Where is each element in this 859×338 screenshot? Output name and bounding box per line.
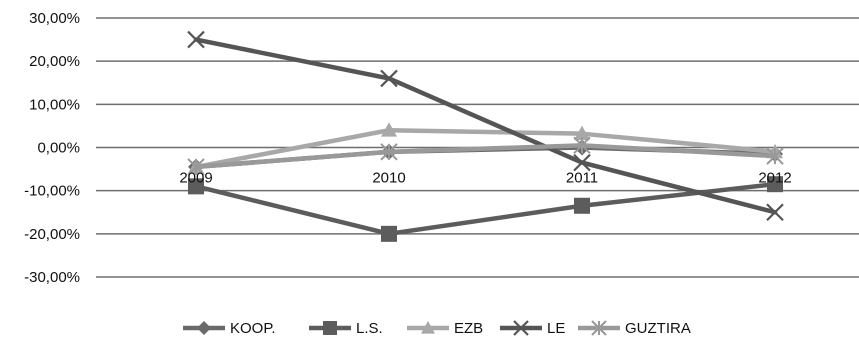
data-point-square [323,321,337,335]
series-le [187,30,784,222]
x-axis-category-labels: 2009 2010 2011 2012 [179,170,791,187]
data-point-x [187,30,205,49]
data-point-triangle [574,125,590,141]
x-category-label: 2011 [566,170,598,187]
legend-item: LE [500,320,565,337]
data-point-asterisk [766,147,784,165]
y-tick-label: -30,00% [24,269,80,286]
data-point-asterisk [573,136,591,155]
data-point-x [380,69,398,88]
series-line [193,37,778,215]
legend-item: GUZTIRA [578,320,691,337]
y-tick-label: 30,00% [29,10,80,27]
x-category-label: 2009 [179,170,212,187]
gridlines [96,17,859,278]
data-point-x [513,320,529,336]
legend-label: L.S. [356,320,383,337]
legend-item: EZB [407,320,483,337]
series-line [193,127,778,170]
y-axis-tick-labels: 30,00% 20,00% 10,00% 0,00% -10,00% -20,00% -30… [24,10,80,286]
data-point-asterisk [380,143,398,161]
data-point-asterisk [187,158,205,176]
data-point-triangle [421,321,435,334]
y-tick-label: -10,00% [24,183,80,200]
data-point-square [767,176,783,193]
data-point-square [381,225,397,242]
legend-item: L.S. [309,320,383,337]
data-point-triangle [381,122,397,137]
legend-label: LE [547,320,565,337]
series-guztira [187,136,784,176]
x-category-label: 2012 [758,170,791,187]
y-tick-label: 10,00% [29,96,80,113]
x-category-label: 2010 [372,170,405,187]
y-tick-label: -20,00% [24,226,80,243]
data-point-diamond [197,321,211,335]
series-line [193,181,778,237]
series-lines [187,30,784,242]
data-point-square [188,178,204,195]
legend-label: EZB [454,320,483,337]
data-point-asterisk [591,320,607,336]
y-tick-label: 20,00% [29,53,80,70]
series-line [193,143,778,170]
series-l-s [188,176,783,242]
y-tick-label: 0,00% [37,140,80,157]
data-point-x [766,203,784,222]
data-point-x [573,153,591,172]
legend-label: KOOP. [230,320,276,337]
legend: KOOP. L.S. EZB LE GUZTIRA [183,320,691,337]
legend-item: KOOP. [183,320,276,337]
data-point-square [574,197,590,214]
legend-label: GUZTIRA [625,320,691,337]
